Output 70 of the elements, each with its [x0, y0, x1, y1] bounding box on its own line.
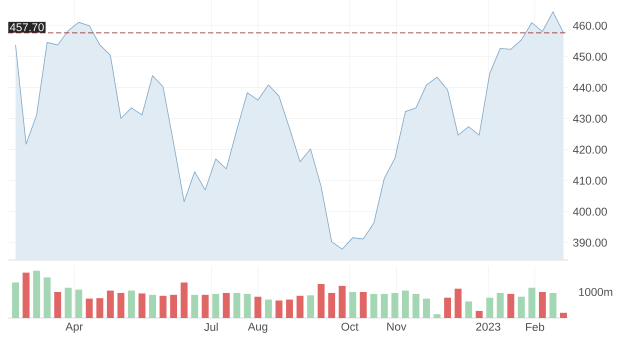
bar	[54, 292, 62, 318]
x-tick-label: Aug	[248, 322, 268, 333]
bar	[170, 294, 178, 318]
bar	[86, 298, 93, 318]
x-tick-label: Nov	[387, 322, 406, 331]
bar	[528, 288, 536, 318]
bar	[106, 290, 114, 318]
bar	[549, 292, 556, 318]
bar	[44, 277, 51, 318]
bar	[360, 292, 367, 318]
bar	[391, 292, 398, 318]
bar	[444, 298, 452, 318]
bar	[180, 282, 188, 318]
bar	[318, 284, 325, 318]
bar	[518, 296, 525, 318]
bar	[96, 298, 104, 318]
ref-line-label: 457.70	[10, 23, 44, 32]
bar	[307, 295, 314, 318]
bar	[64, 288, 72, 318]
y-tick-label: 400.00	[572, 208, 607, 216]
x-tick-label: Apr	[65, 322, 83, 333]
bar	[560, 312, 567, 318]
bar	[276, 300, 282, 318]
bar	[380, 294, 388, 318]
x-tick-label: 2023	[476, 322, 500, 331]
bar	[12, 282, 19, 318]
y-tick-label: 390.00	[573, 238, 607, 247]
bar	[465, 301, 472, 318]
y-tick-label: 460.00	[572, 22, 607, 30]
bar	[22, 272, 30, 318]
bar	[507, 294, 514, 318]
bar	[370, 294, 378, 318]
bar	[486, 298, 494, 318]
bar	[328, 292, 336, 318]
x-tick-label: Jul	[204, 322, 218, 332]
bar	[33, 270, 40, 318]
bar	[496, 292, 504, 318]
bar	[476, 310, 483, 318]
bar	[222, 292, 230, 318]
bar	[128, 290, 135, 318]
bar	[138, 293, 146, 318]
bar	[149, 294, 156, 318]
bar	[434, 314, 440, 318]
y-tick-label: 430.00	[572, 114, 607, 123]
bar	[423, 298, 430, 318]
bar	[286, 300, 293, 318]
bar	[264, 300, 272, 318]
x-tick-label: Oct	[341, 322, 358, 331]
bar	[244, 294, 251, 318]
text: 1000m	[579, 288, 612, 296]
bar	[191, 294, 198, 318]
bar	[412, 294, 420, 318]
bar	[254, 296, 262, 318]
bar	[402, 290, 409, 318]
bar	[117, 292, 124, 318]
bar	[160, 296, 167, 318]
bar	[202, 294, 209, 318]
bar	[75, 290, 82, 318]
bar	[212, 294, 220, 318]
y-tick-label: 450.00	[572, 52, 607, 61]
bar	[454, 288, 462, 318]
bar	[233, 292, 240, 318]
bar	[538, 292, 546, 318]
bar	[349, 292, 356, 318]
bar	[338, 286, 346, 318]
y-tick-label: 440.00	[572, 84, 607, 92]
bar	[296, 296, 304, 318]
y-tick-label: 410.00	[572, 176, 607, 185]
y-tick-label: 420.00	[572, 146, 607, 154]
x-tick-label: Feb	[526, 322, 544, 332]
